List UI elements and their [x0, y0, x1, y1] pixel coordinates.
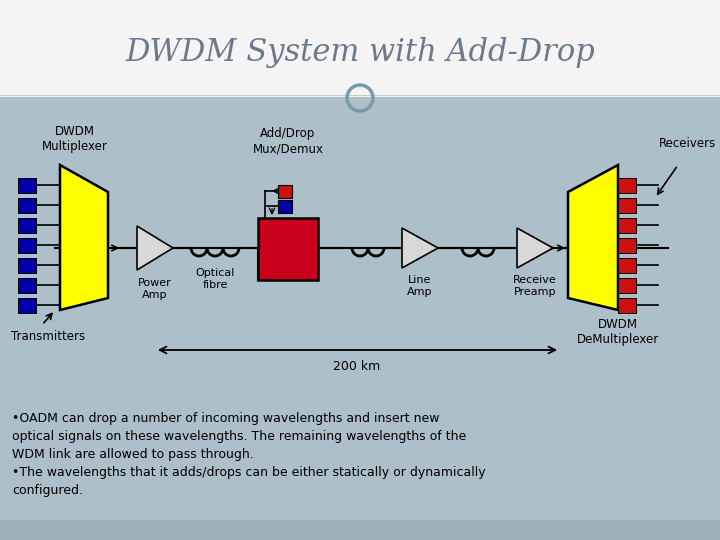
Text: configured.: configured.: [12, 484, 83, 497]
Bar: [18, 198, 36, 213]
Bar: [618, 278, 636, 293]
Bar: [618, 258, 636, 273]
Bar: [278, 185, 292, 198]
Text: Receive
Preamp: Receive Preamp: [513, 275, 557, 296]
Bar: [0, 520, 720, 540]
Text: Optical
fibre: Optical fibre: [195, 268, 235, 289]
Bar: [0, 0, 720, 97]
Bar: [18, 238, 36, 253]
Polygon shape: [137, 226, 173, 270]
Polygon shape: [60, 165, 108, 310]
Bar: [18, 298, 36, 313]
Bar: [618, 238, 636, 253]
Bar: [618, 218, 636, 233]
Text: 200 km: 200 km: [333, 360, 381, 373]
Bar: [278, 200, 292, 213]
Text: •OADM can drop a number of incoming wavelengths and insert new: •OADM can drop a number of incoming wave…: [12, 412, 439, 425]
Bar: [18, 218, 36, 233]
Polygon shape: [517, 228, 553, 268]
Bar: [0, 405, 720, 520]
Text: WDM link are allowed to pass through.: WDM link are allowed to pass through.: [12, 448, 253, 461]
Text: DWDM
DeMultiplexer: DWDM DeMultiplexer: [577, 318, 659, 346]
Bar: [258, 218, 318, 280]
Text: Power
Amp: Power Amp: [138, 278, 172, 300]
Text: Transmitters: Transmitters: [11, 330, 85, 343]
Bar: [618, 198, 636, 213]
Text: Line
Amp: Line Amp: [408, 275, 433, 296]
Text: Receivers: Receivers: [660, 137, 716, 150]
Text: DWDM System with Add-Drop: DWDM System with Add-Drop: [125, 37, 595, 68]
Bar: [618, 298, 636, 313]
Bar: [618, 178, 636, 193]
Bar: [18, 178, 36, 193]
Bar: [0, 97, 720, 405]
Text: •The wavelengths that it adds/drops can be either statically or dynamically: •The wavelengths that it adds/drops can …: [12, 466, 485, 479]
Bar: [18, 278, 36, 293]
Text: optical signals on these wavelengths. The remaining wavelengths of the: optical signals on these wavelengths. Th…: [12, 430, 467, 443]
Text: Add/Drop
Mux/Demux: Add/Drop Mux/Demux: [253, 127, 323, 155]
Bar: [18, 258, 36, 273]
Text: DWDM
Multiplexer: DWDM Multiplexer: [42, 125, 108, 153]
Polygon shape: [402, 228, 438, 268]
Polygon shape: [568, 165, 618, 310]
